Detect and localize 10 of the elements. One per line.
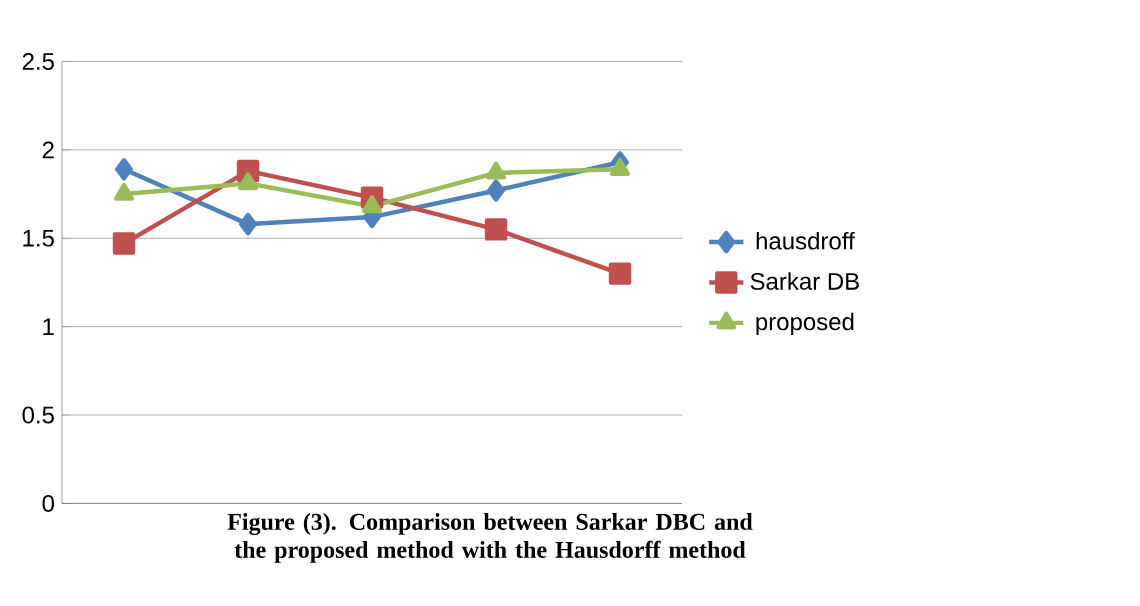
- y-tick-label: 1.5: [23, 229, 54, 247]
- legend-label: proposed: [756, 312, 854, 336]
- y-tick-label: 2: [42, 141, 54, 159]
- legend-label: Sarkar DB: [750, 272, 859, 290]
- legend-label: hausdroff: [756, 231, 855, 250]
- y-tick-label: 0: [42, 494, 55, 512]
- y-tick-label: 0.5: [22, 406, 54, 424]
- y-tick-label: 1: [43, 318, 54, 335]
- text: Figure (3). Comparison between Sarkar DBC and the proposed method with the Hausdorff method: [227, 513, 753, 563]
- y-tick-label: 2.5: [22, 52, 54, 70]
